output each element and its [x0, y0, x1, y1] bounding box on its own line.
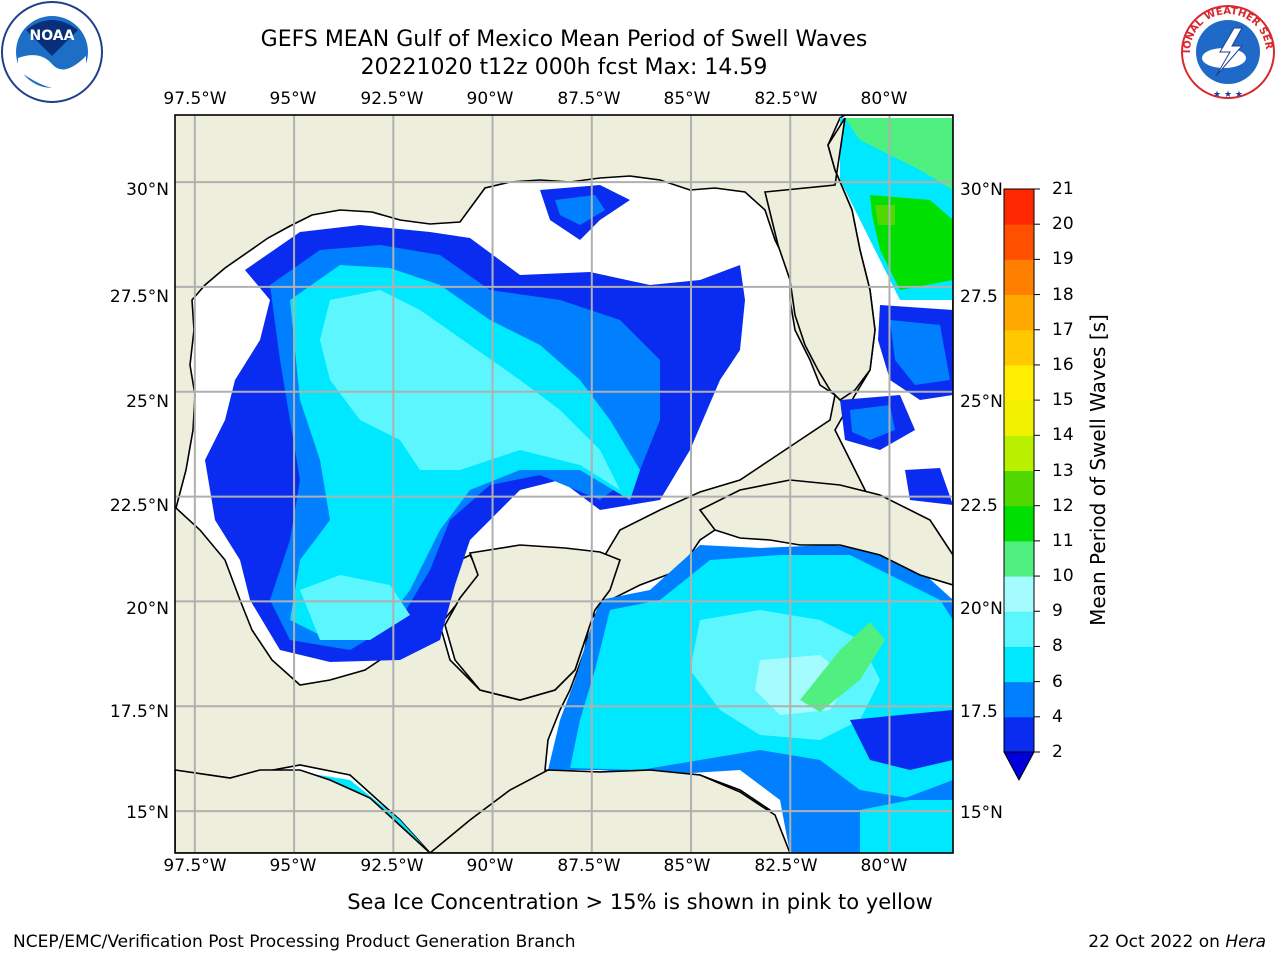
colorbar-tick-label: 9	[1052, 601, 1063, 622]
colorbar-swatch	[1004, 540, 1034, 577]
left-lat-label: 20°N	[126, 599, 169, 619]
right-lat-label: 25°N	[960, 392, 1003, 412]
colorbar-tick-label: 8	[1052, 636, 1063, 657]
right-lat-label: 22.5	[960, 496, 998, 516]
colorbar-swatch	[1004, 224, 1034, 260]
footer-credit: NCEP/EMC/Verification Post Processing Pr…	[13, 932, 576, 952]
colorbar-title: Mean Period of Swell Waves [s]	[1086, 314, 1110, 626]
sea-ice-note: Sea Ice Concentration > 15% is shown in …	[347, 890, 933, 914]
colorbar-swatch	[1004, 716, 1034, 753]
colorbar-tick-label: 18	[1052, 284, 1074, 305]
right-lat-label: 15°N	[960, 803, 1003, 823]
bottom-lon-label: 92.5°W	[360, 856, 424, 876]
left-lat-label: 27.5°N	[109, 287, 169, 307]
florida-peninsula	[764, 117, 876, 402]
colorbar-swatch	[1004, 259, 1034, 296]
colorbar-swatch	[1004, 505, 1034, 542]
colorbar-tick-label: 12	[1052, 495, 1074, 516]
footer-date-text: 22 Oct 2022 on	[1088, 932, 1226, 952]
colorbar-tick-label: 16	[1052, 354, 1074, 375]
colorbar-swatch	[1004, 435, 1034, 471]
colorbar-swatch	[1004, 400, 1034, 436]
left-lat-label: 15°N	[126, 803, 169, 823]
map-title: GEFS MEAN Gulf of Mexico Mean Period of …	[260, 27, 868, 52]
colorbar-tick-label: 20	[1052, 214, 1074, 235]
colorbar-tick-label: 21	[1052, 179, 1074, 199]
top-lon-label: 80°W	[860, 89, 908, 109]
colorbar-swatch	[1004, 681, 1034, 718]
right-lat-label: 27.5	[960, 287, 998, 307]
bottom-lon-label: 97.5°W	[163, 856, 227, 876]
yucatan-peninsula	[444, 544, 621, 701]
right-lat-label: 17.5	[960, 702, 998, 722]
colorbar-tick-label: 6	[1052, 671, 1063, 692]
colorbar-under-arrow	[1003, 751, 1035, 782]
noaa-logo-text: NOAA	[30, 28, 75, 44]
footer-host: Hera	[1225, 932, 1266, 952]
colorbar-swatch	[1004, 576, 1034, 612]
colorbar	[1003, 188, 1040, 782]
nws-logo: NATIONAL WEATHER SERVICE ★ ★ ★	[1176, 0, 1278, 102]
colorbar-tick-label: 2	[1052, 742, 1063, 762]
map-gridlines	[175, 115, 953, 853]
left-lat-label: 30°N	[126, 180, 169, 200]
bottom-lon-label: 82.5°W	[754, 856, 818, 876]
right-lat-label: 20°N	[960, 599, 1003, 619]
colorbar-tick-label: 17	[1052, 319, 1074, 340]
left-lat-label: 25°N	[126, 392, 169, 412]
colorbar-tick-label: 4	[1052, 706, 1063, 727]
colorbar-swatch	[1004, 470, 1034, 507]
bottom-lon-label: 80°W	[860, 856, 908, 876]
colorbar-tick-label: 13	[1052, 460, 1074, 481]
colorbar-tick-label: 10	[1052, 566, 1074, 587]
colorbar-swatch	[1004, 364, 1034, 401]
colorbar-swatch	[1004, 646, 1034, 683]
colorbar-tick-label: 14	[1052, 425, 1074, 446]
map-frame	[174, 114, 954, 854]
top-lon-label: 85°W	[663, 89, 711, 109]
top-lon-label: 92.5°W	[360, 89, 424, 109]
footer-date: 22 Oct 2022 on Hera	[1088, 932, 1266, 952]
top-lon-label: 82.5°W	[754, 89, 818, 109]
colorbar-swatch	[1004, 329, 1034, 366]
colorbar-tick-label: 11	[1052, 530, 1074, 551]
left-lat-label: 22.5°N	[109, 496, 169, 516]
bottom-lon-label: 85°W	[663, 856, 711, 876]
top-lon-label: 90°W	[466, 89, 514, 109]
colorbar-tick-label: 19	[1052, 249, 1074, 270]
left-lat-label: 17.5°N	[109, 702, 169, 722]
colorbar-tick-label: 15	[1052, 390, 1074, 411]
bottom-lon-label: 90°W	[466, 856, 514, 876]
colorbar-swatch	[1004, 294, 1034, 331]
top-lon-label: 87.5°W	[557, 89, 621, 109]
colorbar-swatch	[1004, 189, 1034, 225]
bottom-lon-label: 87.5°W	[557, 856, 621, 876]
noaa-logo: NOAA	[1, 1, 103, 103]
top-lon-label: 95°W	[269, 89, 317, 109]
swell-period-field	[175, 118, 953, 853]
svg-text:★ ★ ★: ★ ★ ★	[1213, 90, 1243, 100]
map-subtitle: 20221020 t12z 000h fcst Max: 14.59	[360, 55, 768, 80]
top-lon-label: 97.5°W	[163, 89, 227, 109]
right-lat-label: 30°N	[960, 180, 1003, 200]
bottom-lon-label: 95°W	[269, 856, 317, 876]
colorbar-swatch	[1004, 611, 1034, 647]
